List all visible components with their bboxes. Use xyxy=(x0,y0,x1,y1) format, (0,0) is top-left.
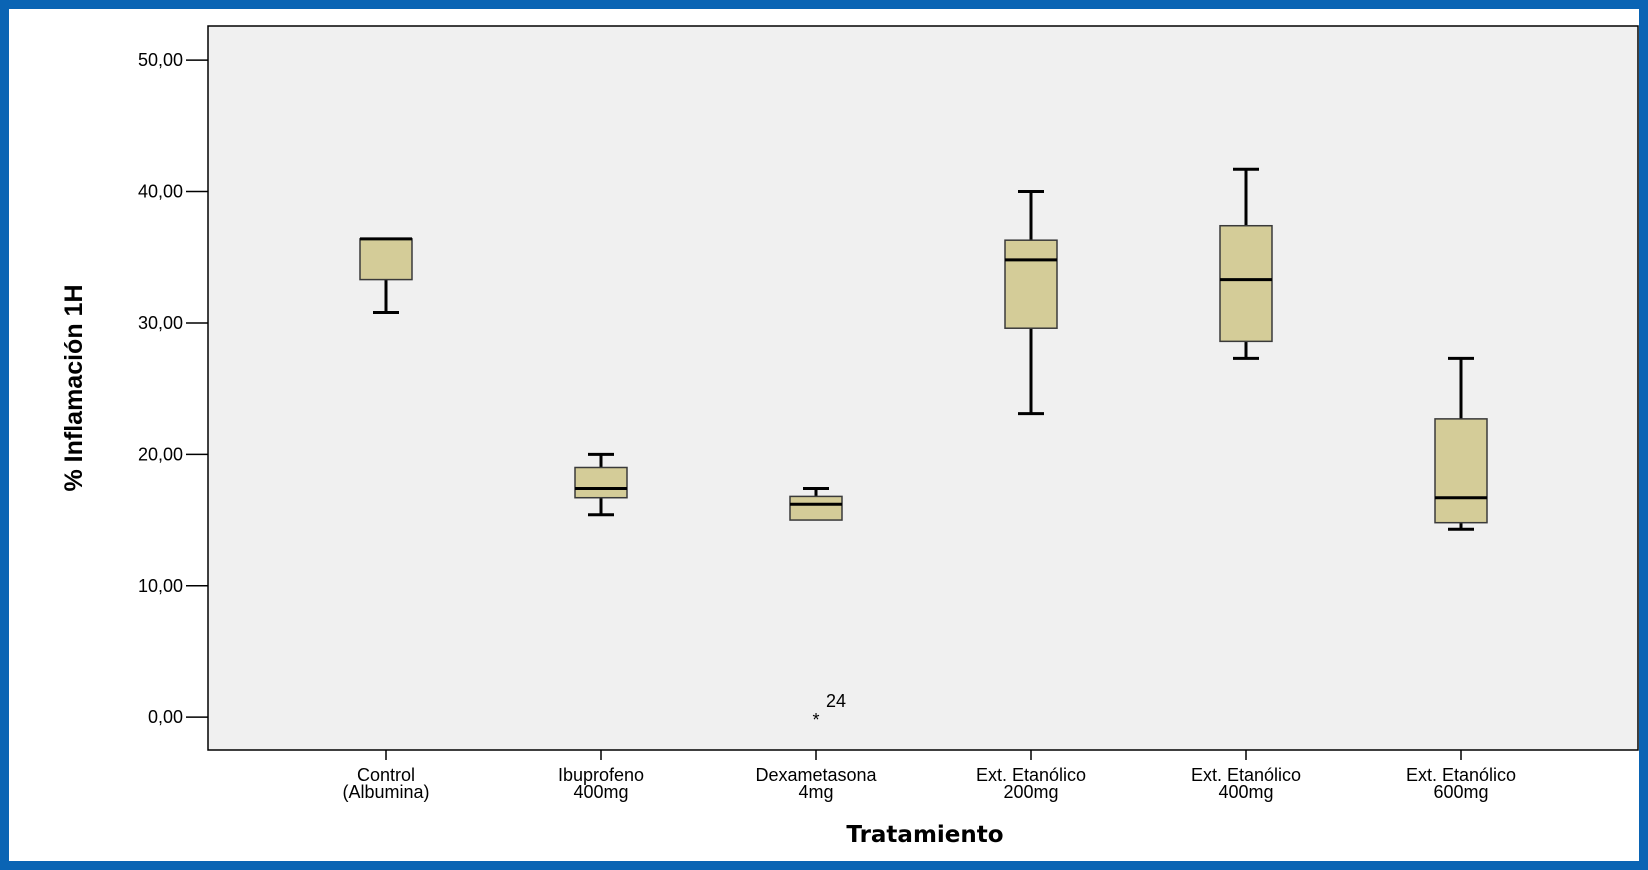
box-iqr xyxy=(789,495,843,521)
plot-area xyxy=(207,25,1639,751)
box-5 xyxy=(1434,356,1488,531)
y-tick-label: 30,00 xyxy=(138,313,183,333)
box-2 xyxy=(789,487,843,521)
x-tick-label-line1: Control xyxy=(357,765,415,785)
y-tick-label: 0,00 xyxy=(148,707,183,727)
x-tick-label-line1: Ext. Etanólico xyxy=(1191,765,1301,785)
x-tick-label-line2: 600mg xyxy=(1433,782,1488,802)
x-tick-label-line1: Ext. Etanólico xyxy=(976,765,1086,785)
boxes-layer xyxy=(359,167,1488,531)
outlier-label: 24 xyxy=(826,691,846,711)
y-tick-label: 20,00 xyxy=(138,444,183,464)
y-axis: 0,00 10,00 20,00 30,00 40,00 50,00 xyxy=(138,50,208,727)
box-iqr xyxy=(1004,239,1058,329)
box-iqr xyxy=(1219,224,1273,343)
x-tick-label-line1: Dexametasona xyxy=(755,765,877,785)
outliers-layer: * 24 xyxy=(812,691,846,730)
x-axis: Control(Albumina)Ibuprofeno400mgDexameta… xyxy=(342,750,1516,802)
x-tick-label-line2: 400mg xyxy=(1218,782,1273,802)
x-tick-label-line2: (Albumina) xyxy=(342,782,429,802)
y-tick-label: 40,00 xyxy=(138,182,183,202)
box-0 xyxy=(359,237,413,314)
x-axis-title: Tratamiento xyxy=(846,822,1003,848)
y-tick-label: 50,00 xyxy=(138,50,183,70)
x-tick-label-line1: Ext. Etanólico xyxy=(1406,765,1516,785)
box-iqr xyxy=(574,466,628,499)
x-tick-label-line1: Ibuprofeno xyxy=(558,765,644,785)
x-tick-label-line2: 400mg xyxy=(573,782,628,802)
box-iqr xyxy=(1434,418,1488,524)
box-3 xyxy=(1004,190,1058,416)
x-tick-label-line2: 200mg xyxy=(1003,782,1058,802)
box-4 xyxy=(1219,167,1273,360)
y-tick-label: 10,00 xyxy=(138,576,183,596)
x-tick-label-line2: 4mg xyxy=(798,782,833,802)
y-axis-title: % Inflamación 1H xyxy=(60,285,88,492)
outlier-marker: * xyxy=(812,710,819,730)
box-iqr xyxy=(359,238,413,281)
box-1 xyxy=(574,452,628,517)
